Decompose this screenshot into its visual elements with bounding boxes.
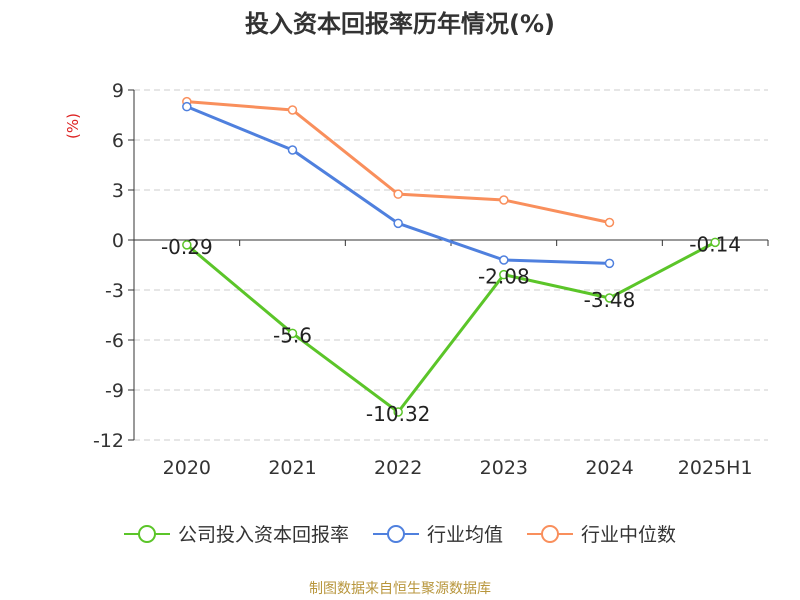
y-tick-label: -6 (105, 330, 124, 352)
legend-item: 行业均值 (372, 520, 503, 547)
y-tick-label: 0 (112, 230, 124, 252)
x-tick-label: 2022 (374, 457, 422, 479)
chart-title: 投入资本回报率历年情况(%) (245, 10, 555, 38)
y-axis-label: (%) (64, 113, 82, 139)
data-point (182, 101, 192, 112)
data-point (393, 218, 403, 229)
data-point (287, 328, 298, 339)
x-tick-label: 2020 (163, 457, 211, 479)
legend-line-circle-icon (372, 524, 419, 543)
x-tick-label: 2023 (480, 457, 528, 479)
data-point (182, 240, 192, 250)
series-line (185, 241, 716, 414)
data-point (499, 195, 509, 205)
data-point (287, 145, 298, 155)
x-tick-label: 2024 (585, 457, 633, 479)
data-point (287, 105, 298, 115)
legend: 公司投入资本回报率 行业均值 行业中位数 (0, 520, 800, 547)
data-point (604, 293, 615, 303)
x-tick-label: 2025H1 (678, 457, 753, 479)
data-point (499, 255, 509, 265)
data-point (604, 217, 615, 228)
legend-line-circle-icon (123, 524, 170, 543)
data-point (604, 258, 615, 269)
legend-item: 公司投入资本回报率 (123, 520, 349, 547)
y-tick-label: -3 (105, 280, 124, 302)
data-labels: -0.29 -5.6 -10.32 -2.08 -3.48 -0.14 (161, 232, 741, 426)
legend-label: 行业中位数 (581, 524, 677, 546)
data-label: -5.6 (273, 323, 312, 347)
y-tick-label: 6 (112, 130, 124, 152)
data-label: -0.29 (161, 235, 213, 259)
legend-line-circle-icon (527, 524, 573, 543)
legend-label: 行业均值 (426, 524, 503, 546)
x-tick-label: 2021 (268, 457, 316, 479)
axes: 9 6 3 0 -3 -6 -9 -12 2020 2021 2022 2023 2024 2025H1 (93, 80, 769, 479)
y-tick-label: -9 (105, 380, 124, 402)
series-layer (182, 96, 720, 417)
data-label: -2.08 (478, 265, 530, 289)
y-tick-label: 9 (112, 80, 124, 102)
data-point (710, 237, 720, 248)
data-label: -3.48 (584, 288, 636, 312)
source-note: 制图数据来自恒生聚源数据库 (309, 581, 491, 597)
y-tick-label: -12 (93, 430, 124, 452)
data-label: -10.32 (366, 402, 430, 426)
data-point (393, 189, 403, 199)
legend-label: 公司投入资本回报率 (177, 524, 349, 546)
y-tick-label: 3 (112, 180, 124, 202)
data-point (499, 269, 509, 280)
legend-item: 行业中位数 (527, 520, 676, 547)
data-label: -0.14 (689, 232, 741, 256)
series-line (186, 100, 610, 224)
data-point (393, 407, 403, 417)
